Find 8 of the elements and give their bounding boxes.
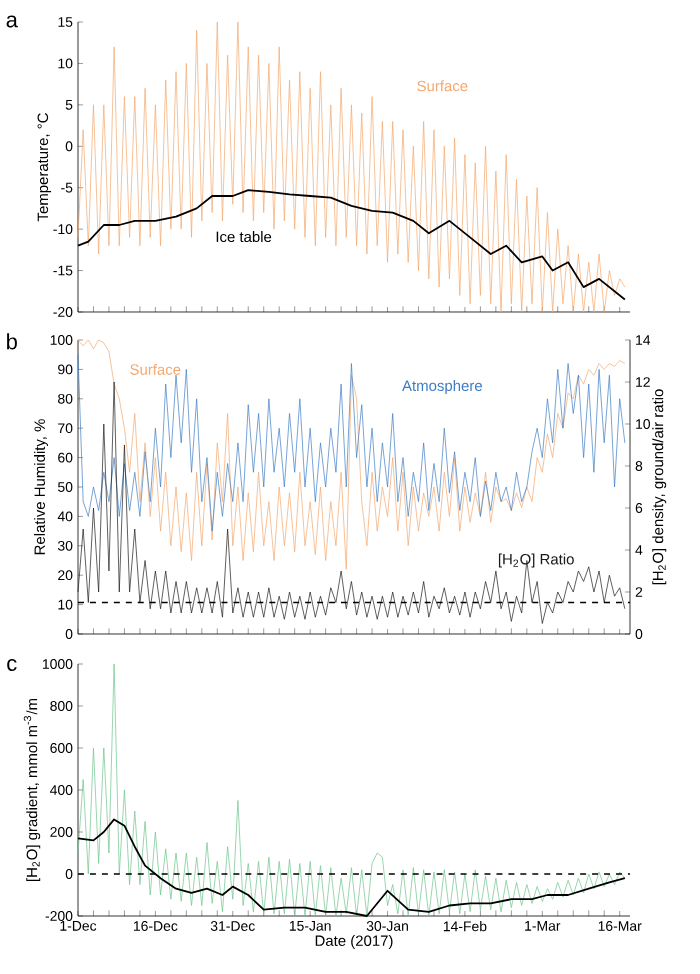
line-series: [77, 21, 626, 313]
line-series: [77, 663, 626, 917]
chart-title: b: [7, 333, 17, 350]
line-series: [77, 339, 626, 570]
line-series: [77, 354, 626, 532]
chart-title: c: [7, 658, 17, 671]
line-series: [77, 381, 626, 624]
chart-title: a: [6, 15, 18, 28]
